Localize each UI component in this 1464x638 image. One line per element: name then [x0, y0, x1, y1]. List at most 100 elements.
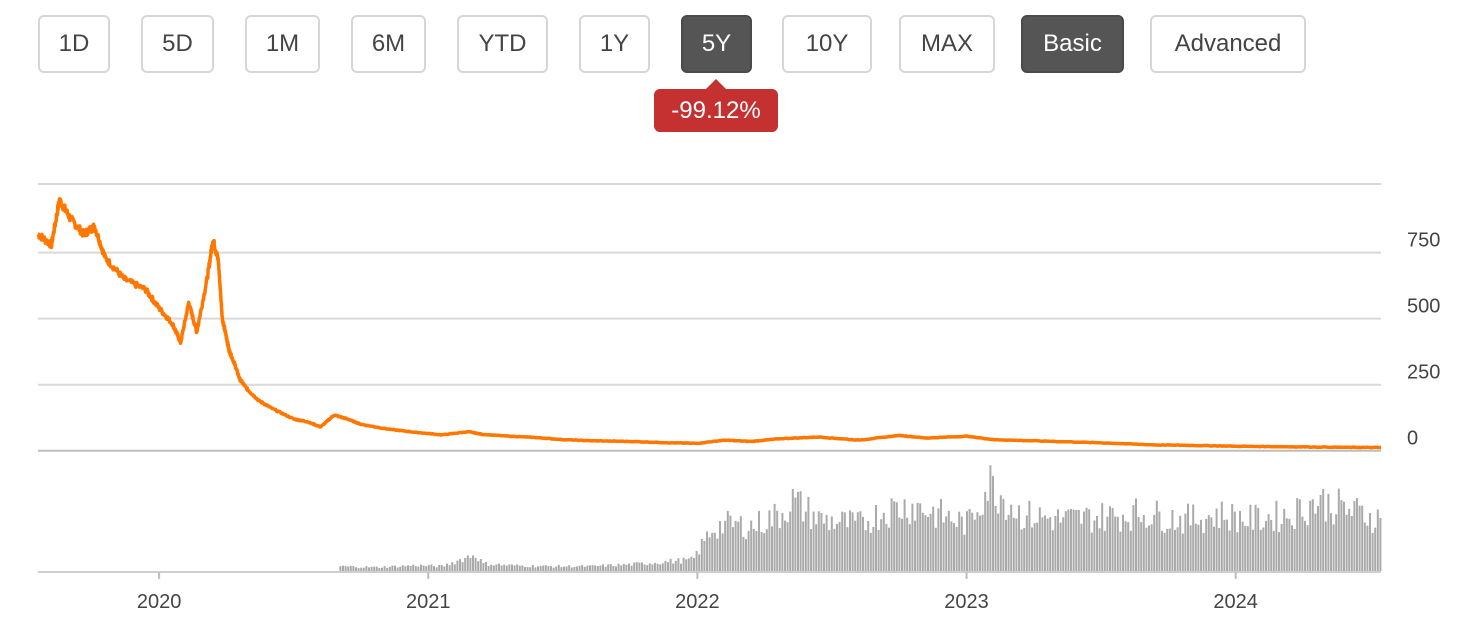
volume-bar	[960, 516, 963, 571]
volume-bar	[791, 488, 794, 571]
volume-bar	[981, 514, 984, 571]
volume-bar	[797, 492, 799, 571]
volume-bar	[1197, 524, 1200, 571]
volume-bar	[342, 565, 344, 571]
volume-bar	[373, 566, 376, 571]
volume-bar	[1077, 510, 1080, 571]
volume-bar	[1096, 516, 1098, 571]
volume-bar	[1259, 529, 1262, 571]
volume-bar	[1361, 505, 1364, 571]
volume-bar	[620, 565, 623, 571]
volume-bar	[1116, 516, 1119, 571]
volume-bar	[732, 527, 734, 571]
volume-bar	[1031, 527, 1033, 571]
volume-bar	[1192, 504, 1195, 571]
volume-bar	[966, 511, 968, 571]
range-button-1m[interactable]: 1M	[245, 15, 320, 73]
volume-bar	[1246, 526, 1249, 571]
volume-bar	[1314, 513, 1317, 571]
volume-bar	[1090, 532, 1093, 571]
volume-bar	[1231, 503, 1234, 571]
volume-bar	[872, 527, 875, 571]
volume-bar	[1140, 522, 1143, 571]
volume-bar	[776, 510, 779, 571]
volume-bar	[1051, 530, 1054, 571]
volume-bar	[773, 503, 776, 571]
volume-bar	[747, 530, 750, 571]
volume-bar	[529, 567, 532, 571]
volume-bar	[607, 564, 610, 571]
volume-bar	[1322, 489, 1325, 571]
range-button-6m[interactable]: 6M	[351, 15, 426, 73]
volume-bar	[1252, 529, 1254, 571]
volume-bar	[760, 532, 763, 571]
mode-button-basic[interactable]: Basic	[1021, 15, 1124, 73]
volume-bar	[984, 491, 987, 571]
volume-bar	[552, 567, 555, 571]
range-button-1d[interactable]: 1D	[38, 15, 110, 73]
mode-button-advanced[interactable]: Advanced	[1150, 15, 1306, 73]
volume-bar	[1181, 533, 1184, 571]
volume-bar	[854, 520, 857, 571]
volume-bar	[789, 511, 792, 571]
volume-bar	[591, 565, 594, 571]
volume-bar	[700, 539, 703, 571]
volume-bar	[708, 537, 711, 571]
volume-bar	[420, 564, 422, 571]
volume-bar	[812, 511, 815, 571]
range-button-10y[interactable]: 10Y	[782, 15, 872, 73]
volume-bar	[1272, 530, 1275, 571]
volume-bar	[490, 564, 493, 571]
volume-bar	[638, 562, 641, 571]
volume-bar	[856, 512, 859, 571]
volume-bars	[339, 465, 1382, 571]
range-button-1y[interactable]: 1Y	[579, 15, 650, 73]
volume-bar	[859, 511, 862, 571]
volume-bar	[750, 520, 753, 571]
volume-bar	[716, 538, 719, 571]
volume-bar	[339, 566, 342, 571]
volume-bar	[880, 519, 883, 571]
volume-bar	[396, 567, 399, 571]
volume-bar	[391, 565, 394, 571]
volume-bar	[401, 565, 404, 571]
volume-bar	[568, 565, 571, 571]
volume-bar	[755, 531, 758, 571]
range-button-max[interactable]: MAX	[899, 15, 995, 73]
volume-bar	[765, 529, 768, 571]
volume-bar	[505, 565, 508, 571]
volume-bar	[1161, 530, 1163, 571]
range-button-5d[interactable]: 5D	[141, 15, 214, 73]
volume-bar	[1363, 522, 1366, 571]
volume-bar	[807, 496, 810, 571]
volume-bar	[693, 558, 695, 571]
volume-bar	[841, 511, 844, 571]
volume-bar	[1111, 508, 1114, 571]
volume-bar	[469, 558, 472, 571]
volume-bar	[1233, 511, 1236, 571]
volume-bar	[1041, 517, 1044, 571]
volume-bar	[1278, 532, 1280, 571]
range-button-5y[interactable]: 5Y	[681, 15, 752, 73]
volume-bar	[1036, 522, 1039, 571]
volume-bar	[932, 506, 935, 571]
volume-bar	[1358, 505, 1361, 571]
volume-bar	[427, 565, 430, 571]
volume-bar	[1285, 518, 1288, 571]
volume-bar	[895, 502, 898, 571]
volume-bar	[1038, 507, 1041, 571]
volume-bar	[953, 523, 955, 571]
volume-bar	[737, 521, 740, 571]
volume-bar	[999, 495, 1002, 571]
volume-bar	[768, 510, 771, 571]
volume-bar	[1309, 500, 1312, 571]
volume-bar	[378, 567, 381, 571]
range-button-ytd[interactable]: YTD	[457, 15, 548, 73]
volume-bar	[1267, 514, 1270, 571]
volume-bar	[945, 516, 948, 571]
volume-bar	[622, 563, 625, 571]
volume-bar	[448, 565, 451, 571]
volume-bar	[846, 527, 849, 571]
volume-bar	[973, 519, 976, 571]
volume-bar	[726, 510, 729, 571]
